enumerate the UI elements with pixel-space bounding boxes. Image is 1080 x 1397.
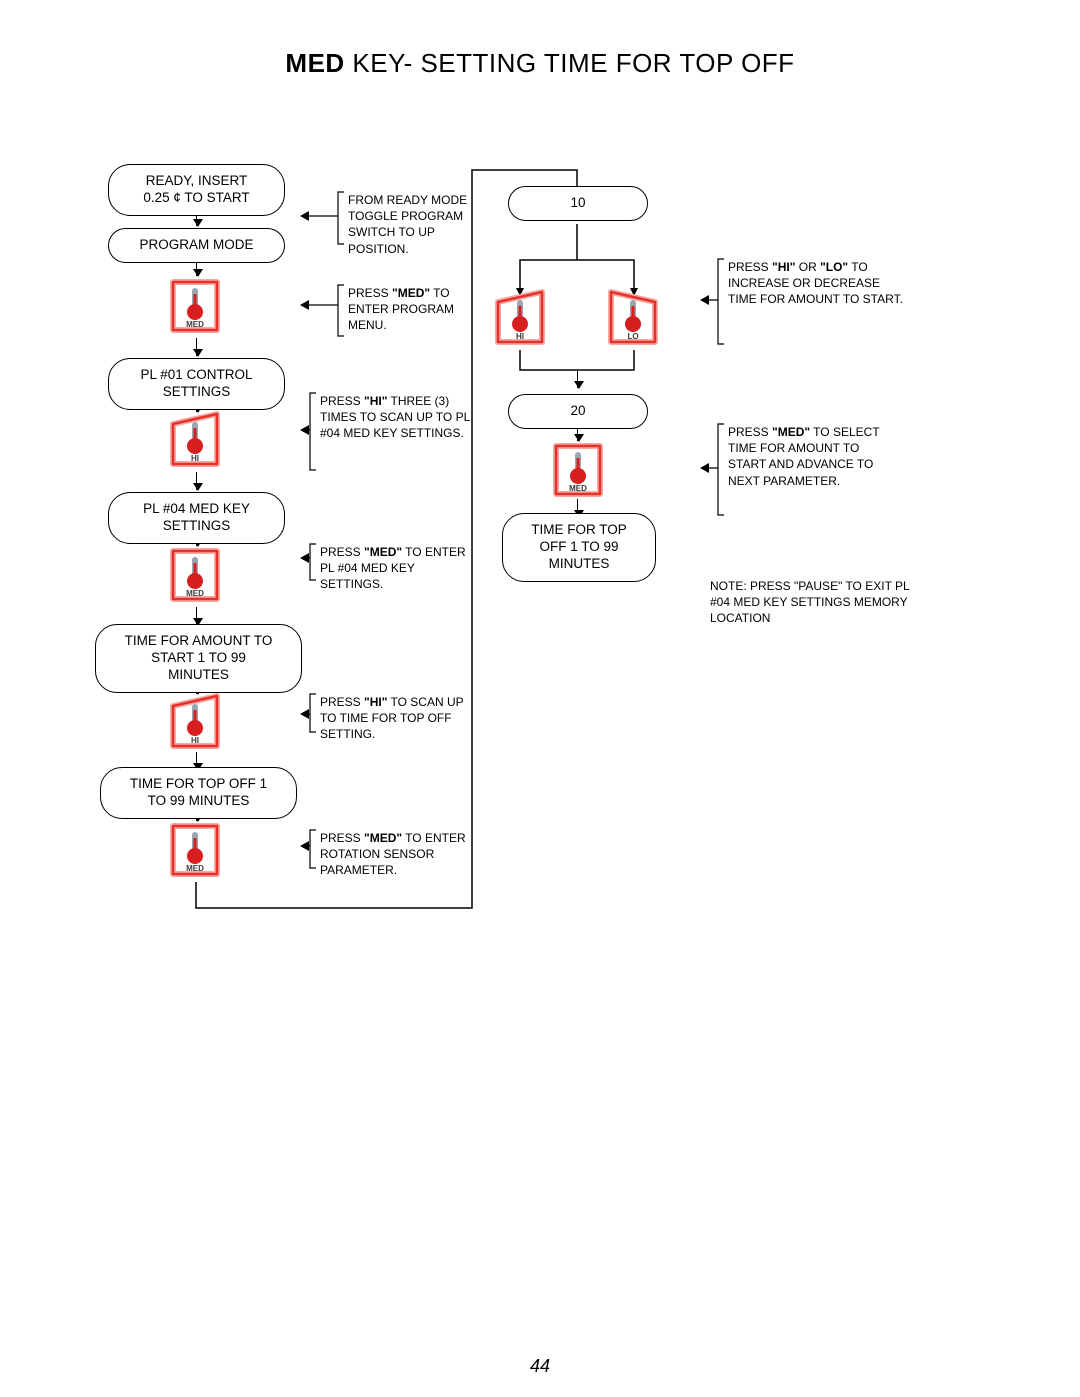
flow-arrow-down-icon [196,472,197,490]
arrow-left-icon [700,295,709,305]
caption-enter-pl04: PRESS "MED" TO ENTER PL #04 MED KEY SETT… [320,544,478,593]
caption-note-pause: NOTE: PRESS "PAUSE" TO EXIT PL #04 MED K… [710,578,910,627]
node-time-top-off-l: TIME FOR TOP OFF 1 TO 99 MINUTES [100,767,297,819]
caption-hi-scan: PRESS "HI" TO SCAN UP TO TIME FOR TOP OF… [320,694,478,743]
node-value-10: 10 [508,186,648,221]
caption-enter-menu: PRESS "MED" TO ENTER PROGRAM MENU. [348,285,468,334]
flow-arrow-down-icon [196,607,197,625]
arrow-left-icon [300,211,309,221]
node-pl01-settings: PL #01 CONTROL SETTINGS [108,358,285,410]
med-button-icon: MED [167,276,223,336]
svg-text:MED: MED [186,864,204,873]
lo-button-icon: LO [605,288,661,348]
arrow-left-icon [300,709,309,719]
hi-button-icon: HI [167,692,223,752]
svg-text:MED: MED [569,484,587,493]
svg-text:HI: HI [516,332,524,341]
title-rest: KEY- SETTING TIME FOR TOP OFF [345,48,795,78]
caption-select-time: PRESS "MED" TO SELECT TIME FOR AMOUNT TO… [728,424,883,489]
hi-button-icon: HI [167,410,223,470]
node-time-top-off-r: TIME FOR TOP OFF 1 TO 99 MINUTES [502,513,656,582]
svg-text:LO: LO [627,332,638,341]
node-program-mode: PROGRAM MODE [108,228,285,263]
arrow-left-icon [300,841,309,851]
svg-text:MED: MED [186,589,204,598]
flow-arrow-down-icon [196,338,197,356]
arrow-left-icon [300,425,309,435]
page-title: MED KEY- SETTING TIME FOR TOP OFF [0,48,1080,79]
page-number: 44 [0,1356,1080,1377]
med-button-icon: MED [167,820,223,880]
node-value-20: 20 [508,394,648,429]
caption-enter-rot: PRESS "MED" TO ENTER ROTATION SENSOR PAR… [320,830,478,879]
node-time-start: TIME FOR AMOUNT TO START 1 TO 99 MINUTES [95,624,302,693]
svg-text:HI: HI [191,454,199,463]
med-button-icon: MED [167,545,223,605]
hi-button-icon: HI [492,288,548,348]
med-button-icon: MED [550,440,606,500]
arrow-left-icon [700,463,709,473]
caption-hi-three: PRESS "HI" THREE (3) TIMES TO SCAN UP TO… [320,393,475,442]
page: MED KEY- SETTING TIME FOR TOP OFF READY,… [0,0,1080,1397]
arrow-left-icon [300,553,309,563]
title-bold: MED [285,48,344,78]
node-ready-insert: READY, INSERT 0.25 ¢ TO START [108,164,285,216]
caption-hi-lo: PRESS "HI" OR "LO" TO INCREASE OR DECREA… [728,259,903,308]
node-pl04-med-key: PL #04 MED KEY SETTINGS [108,492,285,544]
caption-ready-mode: FROM READY MODE TOGGLE PROGRAM SWITCH TO… [348,192,498,257]
arrow-left-icon [300,300,309,310]
svg-text:HI: HI [191,736,199,745]
flow-arrow-down-icon [577,370,578,388]
svg-text:MED: MED [186,320,204,329]
